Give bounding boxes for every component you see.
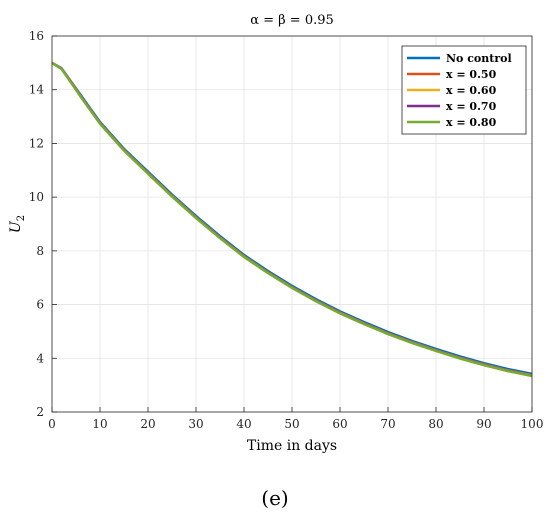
x-tick-label: 20 — [140, 417, 155, 431]
x-tick-label: 60 — [332, 417, 347, 431]
series-line — [51, 61, 533, 378]
x-axis-ticks: 0 10 20 30 40 50 60 70 80 90 100 — [48, 407, 543, 431]
y-tick-label: 8 — [36, 244, 44, 258]
series-lines — [51, 61, 533, 378]
line-chart: 0 10 20 30 40 50 60 70 80 90 100 2 4 6 8 10 12 14 16 α = … — [8, 13, 543, 454]
legend-entry: x = 0.50 — [446, 68, 497, 81]
y-axis-ticks: 2 4 6 8 10 12 14 16 — [29, 29, 57, 419]
y-tick-label: 6 — [36, 298, 44, 312]
legend: No control x = 0.50 x = 0.60 x = 0.70 x = 0.… — [401, 45, 527, 135]
x-tick-label: 0 — [48, 417, 56, 431]
legend-entry: x = 0.80 — [446, 116, 497, 129]
x-tick-label: 10 — [92, 417, 107, 431]
y-axis-label-subscript: 2 — [16, 215, 27, 221]
legend-entry: x = 0.70 — [446, 100, 497, 113]
x-axis-label: Time in days — [247, 438, 337, 454]
y-tick-label: 2 — [36, 405, 44, 419]
y-tick-label: 16 — [29, 29, 44, 43]
x-tick-label: 80 — [428, 417, 443, 431]
x-tick-label: 40 — [236, 417, 251, 431]
x-tick-label: 90 — [476, 417, 491, 431]
legend-entry: No control — [446, 52, 512, 65]
y-axis-label-main: U — [8, 220, 24, 233]
figure-caption: (e) — [261, 486, 289, 510]
legend-entry: x = 0.60 — [446, 84, 497, 97]
x-tick-label: 100 — [521, 417, 544, 431]
chart-title: α = β = 0.95 — [250, 13, 334, 28]
x-tick-label: 50 — [284, 417, 299, 431]
x-tick-label: 70 — [380, 417, 395, 431]
y-tick-label: 14 — [29, 83, 45, 97]
y-tick-label: 4 — [36, 351, 44, 365]
y-tick-label: 12 — [29, 136, 44, 150]
x-tick-label: 30 — [188, 417, 203, 431]
y-tick-label: 10 — [29, 190, 44, 204]
y-axis-label: U2 — [8, 215, 27, 233]
